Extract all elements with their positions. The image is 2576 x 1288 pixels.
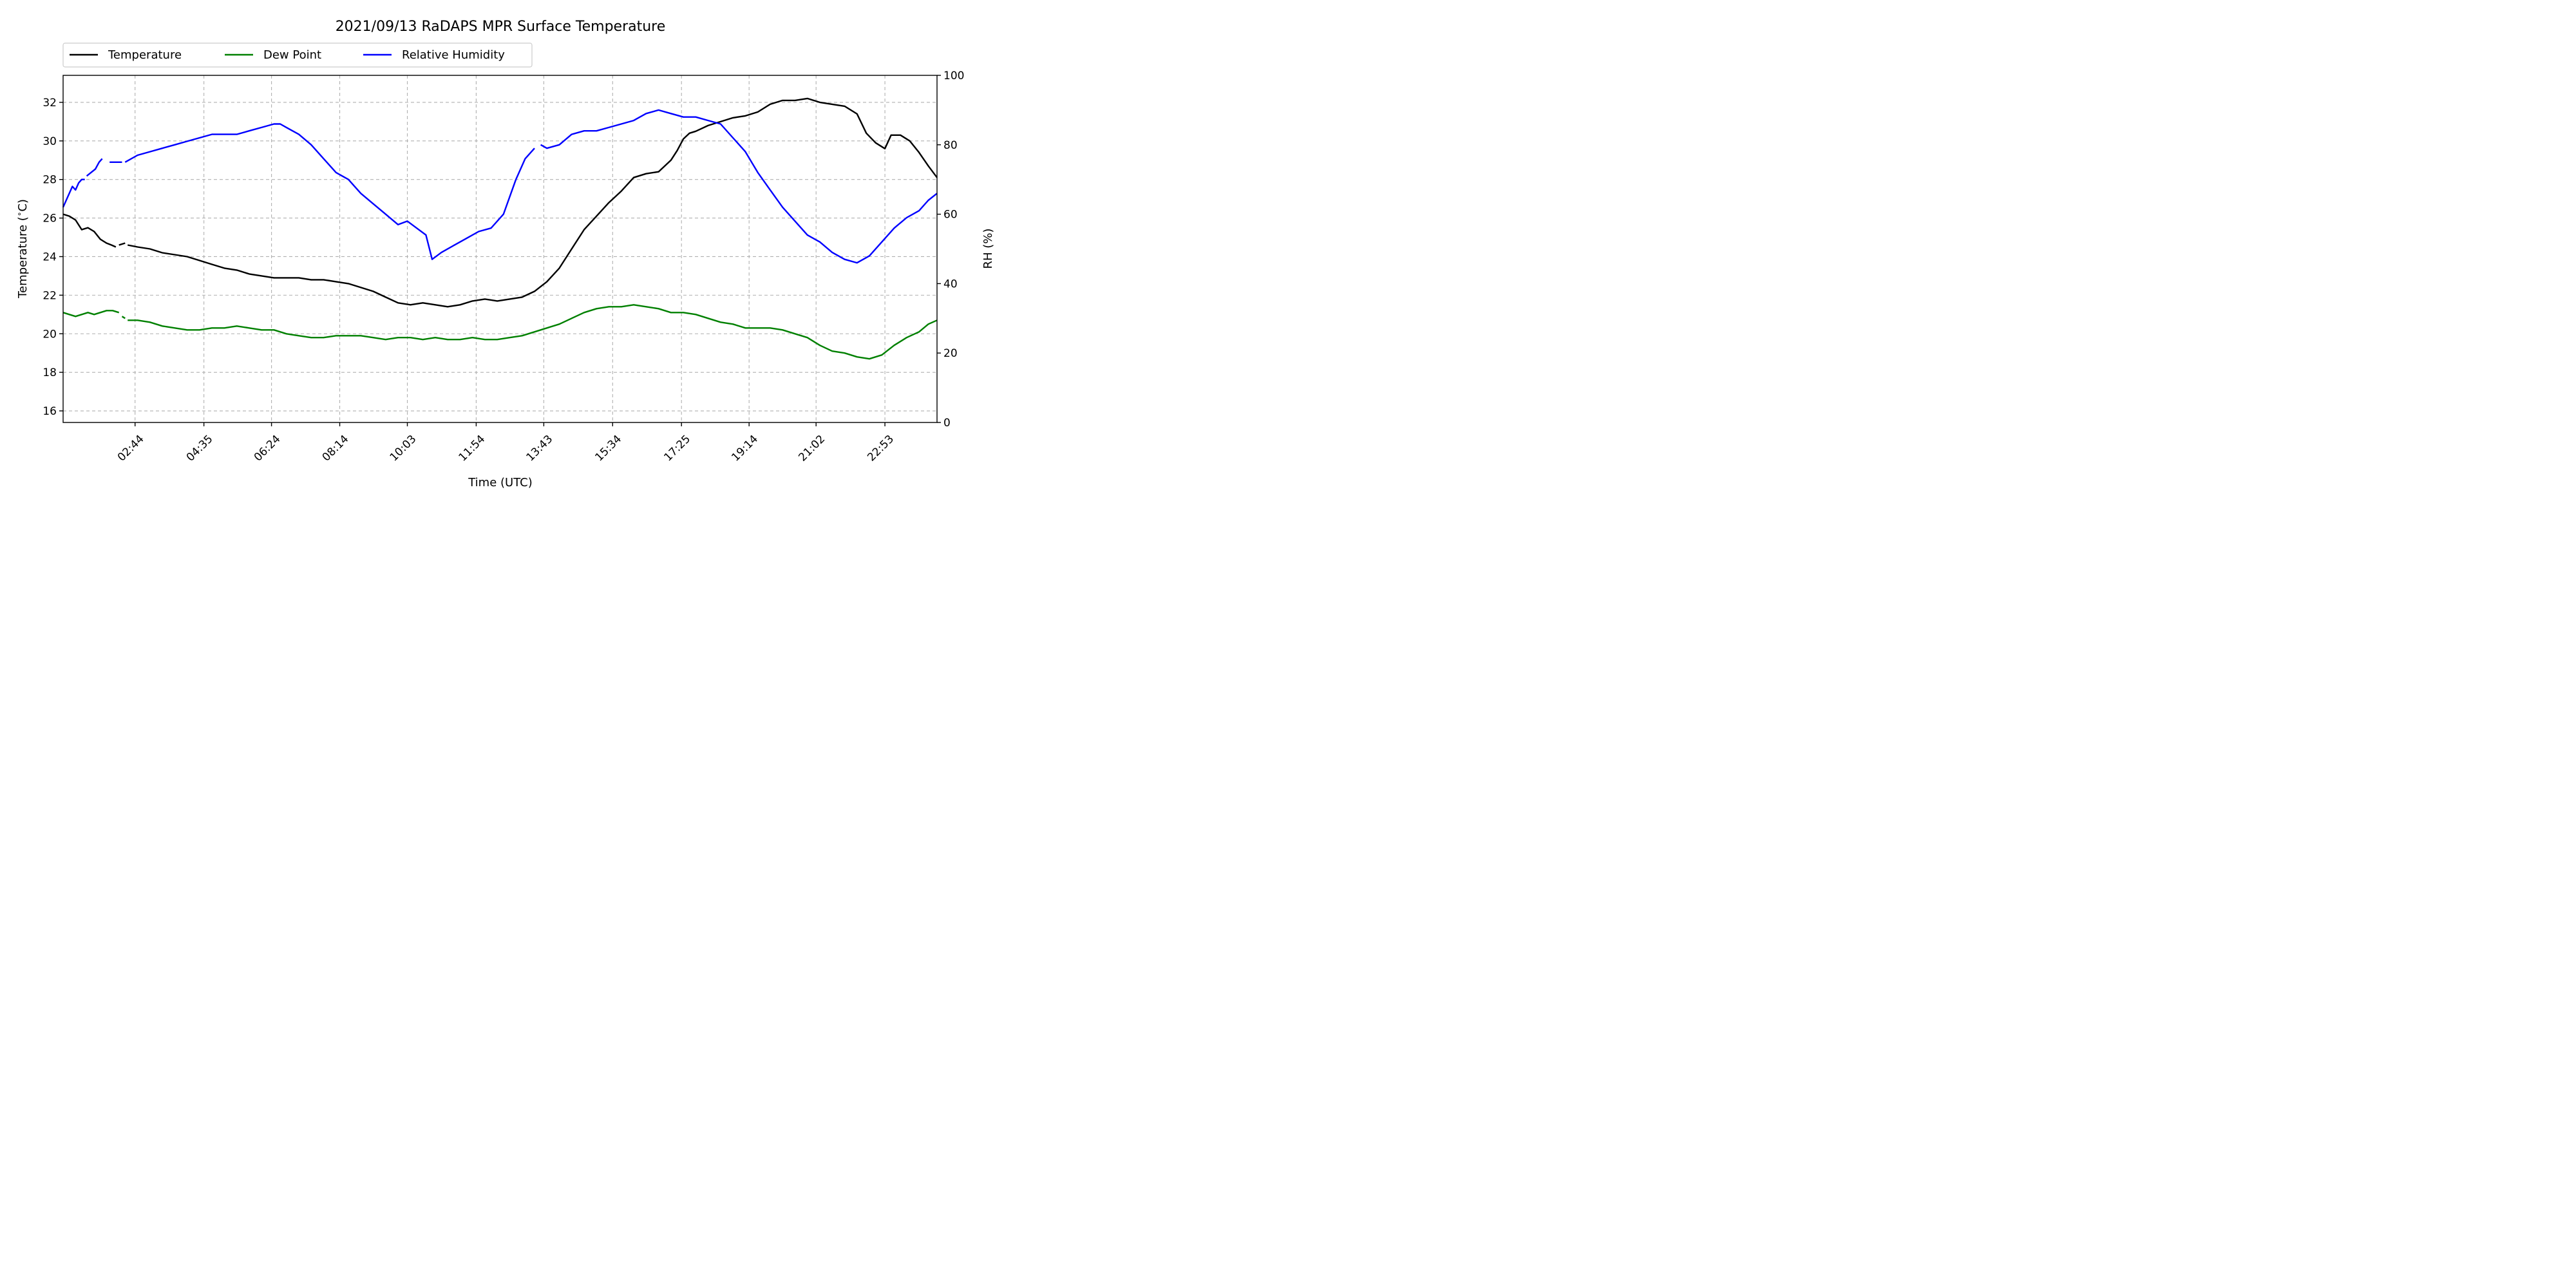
chart: 2021/09/13 RaDAPS MPR Surface Temperatur… (15, 19, 995, 489)
x-tick-label: 15:34 (592, 433, 624, 464)
y2-axis-label: RH (%) (981, 229, 995, 269)
y-axis-right: 0 20 40 60 80 100 (937, 70, 964, 430)
y-axis-left: 16 18 20 22 24 26 28 30 32 (43, 97, 63, 418)
x-tick-label: 19:14 (729, 433, 761, 464)
series-line-segment (127, 97, 938, 308)
legend-box (62, 43, 533, 68)
y-axis-label-text: Temperature ( (16, 216, 30, 299)
series-dew-point (62, 304, 938, 360)
y2-tick-label: 40 (943, 278, 958, 290)
y-axis-label-unit: C) (16, 199, 30, 212)
x-axis: 02:44 04:35 06:24 08:14 10:03 11:54 13:43 15:34… (115, 422, 896, 464)
x-tick-label: 13:43 (524, 433, 556, 464)
series-relative-humidity (62, 109, 938, 264)
x-tick-label: 10:03 (388, 433, 419, 464)
y-tick-label: 22 (43, 289, 57, 302)
x-tick-label: 02:44 (115, 433, 147, 464)
y-tick-label: 20 (43, 328, 57, 341)
x-tick-label: 21:02 (796, 433, 828, 464)
x-tick-label: 22:53 (865, 433, 896, 464)
x-tick-label: 06:24 (252, 433, 283, 464)
y-tick-label: 32 (43, 97, 57, 109)
legend-label: Relative Humidity (402, 48, 505, 62)
svg-text:Temperature (∘C): Temperature (∘C) (15, 199, 30, 299)
series-line-segment (86, 158, 103, 177)
legend: Temperature Dew Point Relative Humidity (62, 43, 533, 68)
series-line-segment (62, 213, 117, 248)
y-tick-label: 16 (43, 405, 57, 418)
x-tick-label: 04:35 (184, 433, 216, 464)
legend-label: Dew Point (263, 48, 321, 62)
y-tick-label: 24 (43, 251, 57, 263)
legend-label: Temperature (108, 48, 182, 62)
y-tick-label: 28 (43, 174, 57, 187)
series-line-segment (118, 242, 126, 246)
series-line-segment (124, 123, 535, 260)
y-axis-label: Temperature (∘C) (15, 199, 30, 299)
series-line-segment (128, 304, 938, 360)
y2-tick-label: 0 (943, 417, 951, 430)
y-tick-label: 30 (43, 135, 57, 148)
series-line-segment (121, 316, 126, 319)
y2-tick-label: 80 (943, 139, 958, 152)
y-tick-label: 26 (43, 213, 57, 225)
y2-tick-label: 100 (943, 70, 964, 82)
plot-frame (62, 75, 938, 423)
series-line-segment (62, 178, 85, 208)
series-line-segment (540, 109, 938, 264)
grid-lines (63, 75, 937, 422)
series-temperature (62, 97, 938, 308)
y-tick-label: 18 (43, 366, 57, 379)
x-axis-label: Time (UTC) (468, 476, 533, 489)
series-lines (62, 97, 938, 360)
y2-tick-label: 60 (943, 209, 958, 222)
chart-title: 2021/09/13 RaDAPS MPR Surface Temperatur… (336, 19, 666, 35)
x-tick-label: 08:14 (320, 433, 352, 464)
x-tick-label: 11:54 (457, 433, 488, 464)
y2-tick-label: 20 (943, 347, 958, 360)
series-line-segment (62, 310, 120, 317)
x-tick-label: 17:25 (661, 433, 693, 464)
degree-mark: ∘ (15, 212, 24, 217)
